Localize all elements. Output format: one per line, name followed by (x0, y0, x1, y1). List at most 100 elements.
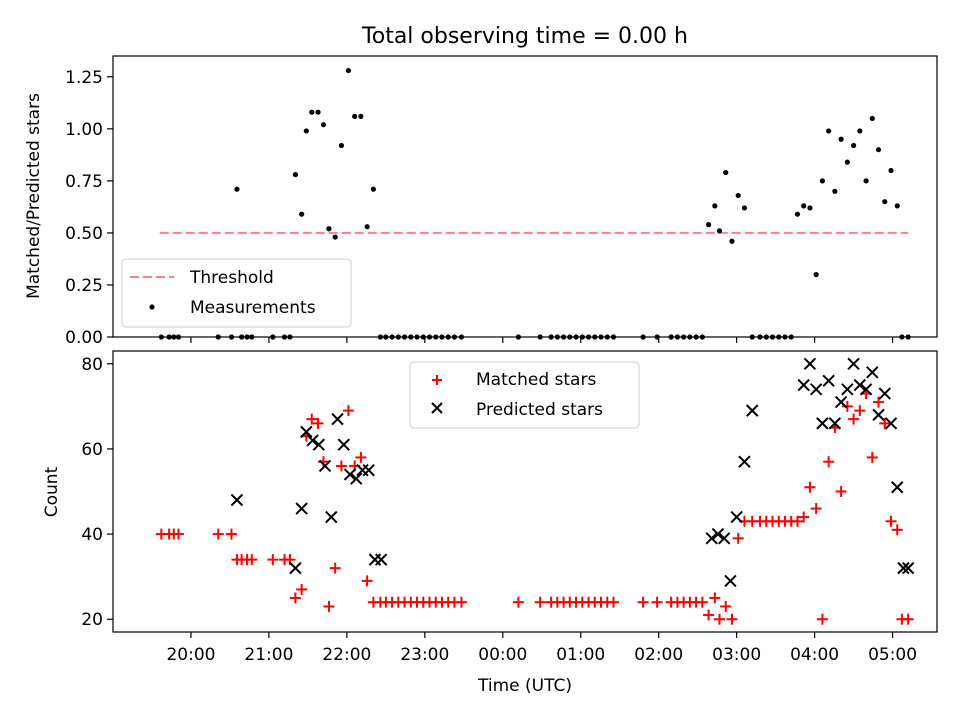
legend-threshold-label: Threshold (189, 268, 274, 288)
bottom-legend: Matched stars Predicted stars (409, 361, 640, 429)
measurement-point (370, 186, 376, 192)
predicted-star-stroke (803, 357, 817, 370)
chart-title: Total observing time = 0.00 h (361, 24, 688, 49)
matched-star-point (696, 596, 708, 608)
predicted-star-stroke (816, 417, 829, 430)
predicted-star-stroke (738, 455, 751, 468)
top-y-ticks: 0.00 0.25 0.50 0.75 1.00 1.25 (65, 68, 113, 348)
bottom-x-tick-label: 23:00 (400, 645, 449, 665)
measurement-point (735, 192, 741, 199)
predicted-star-point (331, 412, 344, 426)
measurement-point (857, 128, 863, 134)
measurement-point (794, 211, 801, 217)
bottom-x-tick-label: 02:00 (634, 645, 683, 665)
bottom-y-axis-label: Count (42, 466, 62, 517)
measurement-point (358, 113, 364, 119)
predicted-star-point (891, 481, 904, 494)
top-y-tick-label: 0.25 (65, 276, 103, 296)
predicted-star-stroke (834, 395, 848, 409)
measurement-point (364, 224, 370, 230)
predicted-star-point (295, 502, 308, 515)
matched-star-point (335, 460, 347, 472)
predicted-star-stroke (230, 493, 244, 507)
matched-star-point (703, 609, 715, 621)
predicted-star-point (325, 510, 338, 524)
predicted-star-stroke (730, 510, 743, 524)
measurement-point (352, 113, 358, 119)
matched-star-point (651, 596, 663, 608)
matched-star-point (791, 515, 803, 527)
predicted-star-point (878, 387, 891, 400)
predicted-star-stroke (866, 366, 879, 379)
predicted-star-stroke (897, 561, 910, 575)
matched-star-point (312, 417, 324, 429)
predicted-star-stroke (300, 425, 313, 439)
predicted-star-stroke (878, 387, 891, 400)
measurement-point (292, 172, 299, 178)
bottom-x-axis-label: Time (UTC) (477, 676, 572, 696)
predicted-star-point (872, 408, 885, 422)
predicted-star-stroke (295, 502, 308, 515)
measurement-point (345, 67, 352, 74)
bottom-x-tick-label: 04:00 (790, 645, 839, 665)
predicted-star-point (901, 561, 915, 575)
measurement-point (832, 188, 838, 194)
predicted-star-stroke (289, 561, 302, 575)
measurement-point (819, 178, 826, 184)
predicted-star-point (816, 417, 829, 430)
measurement-point (844, 159, 850, 165)
predicted-star-point (711, 527, 725, 541)
matched-star-point (841, 400, 853, 412)
bottom-x-tick-label: 21:00 (244, 645, 293, 665)
legend-measurements-swatch (149, 304, 155, 310)
bottom-y-tick-label: 80 (81, 355, 103, 375)
predicted-star-stroke (362, 464, 375, 477)
predicted-star-point (884, 417, 898, 430)
predicted-star-stroke (331, 412, 344, 426)
measurement-point (723, 169, 729, 176)
measurement-point (303, 128, 309, 134)
predicted-star-point (746, 404, 759, 417)
matched-star-point (810, 503, 822, 515)
predicted-star-point (803, 357, 817, 370)
matched-star-point (866, 451, 878, 463)
predicted-star-stroke (717, 532, 731, 545)
bottom-x-tick-label: 22:00 (322, 645, 371, 665)
predicted-star-point (809, 383, 823, 396)
bottom-y-tick-label: 20 (81, 610, 103, 630)
matched-star-point (329, 562, 341, 574)
matched-star-point (885, 515, 897, 527)
matched-star-point (854, 405, 866, 417)
bottom-x-tick-label: 20:00 (166, 645, 215, 665)
predicted-star-stroke (797, 378, 810, 392)
matched-star-point (902, 613, 914, 625)
predicted-star-stroke (746, 404, 759, 417)
measurement-point (315, 109, 321, 115)
measurement-point (875, 147, 882, 153)
matched-star-point (637, 596, 649, 608)
legend-measurements-label: Measurements (190, 298, 316, 318)
bottom-plot-area (155, 357, 915, 625)
measurement-point (712, 203, 718, 209)
top-y-axis-label: Matched/Predicted stars (24, 93, 44, 299)
predicted-star-point (312, 438, 326, 451)
predicted-star-point (847, 357, 860, 370)
matched-star-point (246, 554, 258, 566)
measurement-point (326, 226, 332, 232)
predicted-star-point (738, 455, 751, 468)
matched-star-point (720, 600, 732, 612)
predicted-star-point (822, 374, 835, 388)
measurement-point (894, 203, 900, 209)
matched-star-point (172, 528, 184, 540)
measurement-point (801, 203, 807, 209)
legend-predicted-swatch (431, 402, 443, 414)
top-legend-box (121, 258, 352, 328)
predicted-star-point (859, 383, 873, 396)
legend-matched-swatch (432, 375, 442, 385)
bottom-y-ticks: 20 40 60 80 (81, 355, 113, 630)
top-y-tick-label: 0.75 (65, 172, 103, 192)
predicted-star-point (828, 417, 842, 430)
top-legend: Threshold Measurements (121, 258, 352, 328)
matched-star-point (267, 554, 279, 566)
